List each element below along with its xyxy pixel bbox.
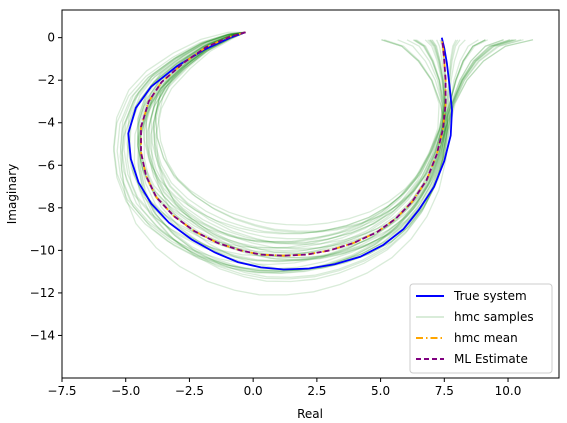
hmc-sample-line	[157, 31, 510, 234]
y-tick-label: −2	[37, 73, 55, 87]
y-tick-label: −4	[37, 116, 55, 130]
hmc-sample-line	[139, 31, 524, 278]
hmc-sample-line	[140, 31, 445, 263]
hmc-sample-line	[155, 31, 504, 261]
hmc-sample-line	[153, 31, 446, 234]
legend-label-hmc-mean: hmc mean	[454, 331, 518, 345]
hmc-sample-line	[150, 31, 446, 245]
y-tick-label: 0	[47, 31, 55, 45]
legend: True system hmc samples hmc mean ML Esti…	[409, 283, 553, 374]
x-axis: −7.5 −5.0 −2.5 0.0 2.5 5.0 7.5 10.0	[47, 378, 521, 398]
legend-label-ml-estimate: ML Estimate	[454, 352, 528, 366]
hmc-sample-line	[137, 31, 440, 243]
y-tick-label: −8	[37, 201, 55, 215]
x-tick-label: 2.5	[307, 384, 326, 398]
hmc-sample-line	[138, 31, 443, 245]
hmc-sample-line	[126, 31, 486, 256]
series-line-true-system	[127, 31, 453, 271]
plot-frame	[61, 9, 560, 379]
y-tick-label: −6	[37, 158, 55, 172]
legend-label-hmc-samples: hmc samples	[454, 310, 534, 324]
hmc-sample-line	[129, 31, 446, 249]
x-tick-label: 5.0	[371, 384, 390, 398]
hmc-sample-line	[133, 31, 516, 280]
y-tick-label: −10	[30, 243, 55, 257]
hmc-sample-line	[146, 31, 459, 249]
hmc-sample-line	[154, 31, 488, 226]
x-tick-label: 0.0	[244, 384, 263, 398]
hmc-sample-line	[119, 31, 447, 273]
hmc-sample-line	[120, 31, 479, 296]
x-tick-label: −2.5	[175, 384, 204, 398]
hmc-sample-line	[113, 31, 449, 272]
hmc-sample-line	[121, 31, 511, 272]
hmc-sample-line	[128, 31, 522, 262]
y-tick-label: −12	[30, 286, 55, 300]
x-tick-label: −5.0	[111, 384, 140, 398]
hmc-sample-line	[140, 31, 444, 253]
hmc-sample-line	[123, 31, 534, 262]
hmc-sample-line	[147, 31, 504, 243]
hmc-sample-line	[137, 31, 466, 283]
legend-label-true-system: True system	[453, 289, 527, 303]
y-axis: 0 −2 −4 −6 −8 −10 −12 −14	[30, 31, 62, 342]
x-axis-title: Real	[297, 407, 323, 421]
hmc-sample-line	[137, 31, 517, 272]
y-tick-label: −14	[30, 328, 55, 342]
series-line-ml-estimate	[140, 31, 447, 257]
x-tick-label: −7.5	[47, 384, 76, 398]
x-tick-label: 10.0	[495, 384, 522, 398]
legend-box	[409, 283, 553, 374]
y-axis-title: Imaginary	[5, 164, 19, 225]
hmc-sample-line	[145, 31, 447, 254]
hmc-sample-line	[145, 31, 447, 250]
x-tick-label: 7.5	[435, 384, 454, 398]
series-lines-group	[127, 31, 453, 271]
